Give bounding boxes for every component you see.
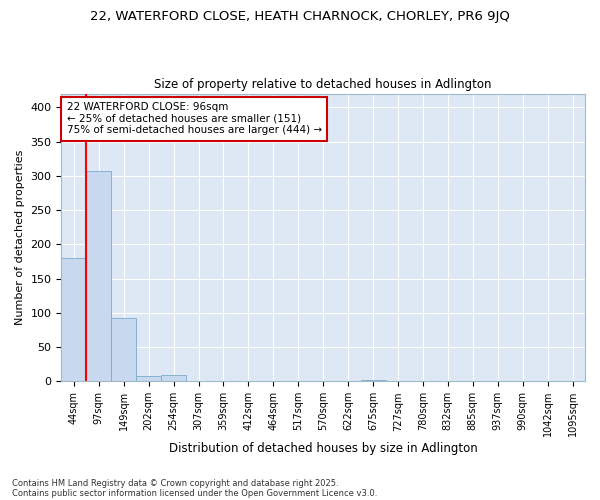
Bar: [535, 380, 560, 382]
Bar: [361, 380, 386, 382]
Text: 22, WATERFORD CLOSE, HEATH CHARNOCK, CHORLEY, PR6 9JQ: 22, WATERFORD CLOSE, HEATH CHARNOCK, CHO…: [90, 10, 510, 23]
Text: 22 WATERFORD CLOSE: 96sqm
← 25% of detached houses are smaller (151)
75% of semi: 22 WATERFORD CLOSE: 96sqm ← 25% of detac…: [67, 102, 322, 136]
Text: Contains public sector information licensed under the Open Government Licence v3: Contains public sector information licen…: [12, 488, 377, 498]
Y-axis label: Number of detached properties: Number of detached properties: [15, 150, 25, 325]
Title: Size of property relative to detached houses in Adlington: Size of property relative to detached ho…: [154, 78, 492, 91]
X-axis label: Distribution of detached houses by size in Adlington: Distribution of detached houses by size …: [169, 442, 478, 455]
Bar: [560, 380, 585, 382]
Bar: [136, 376, 161, 382]
Bar: [111, 318, 136, 382]
Text: Contains HM Land Registry data © Crown copyright and database right 2025.: Contains HM Land Registry data © Crown c…: [12, 478, 338, 488]
Bar: [86, 171, 111, 382]
Bar: [161, 375, 186, 382]
Bar: [61, 258, 86, 382]
